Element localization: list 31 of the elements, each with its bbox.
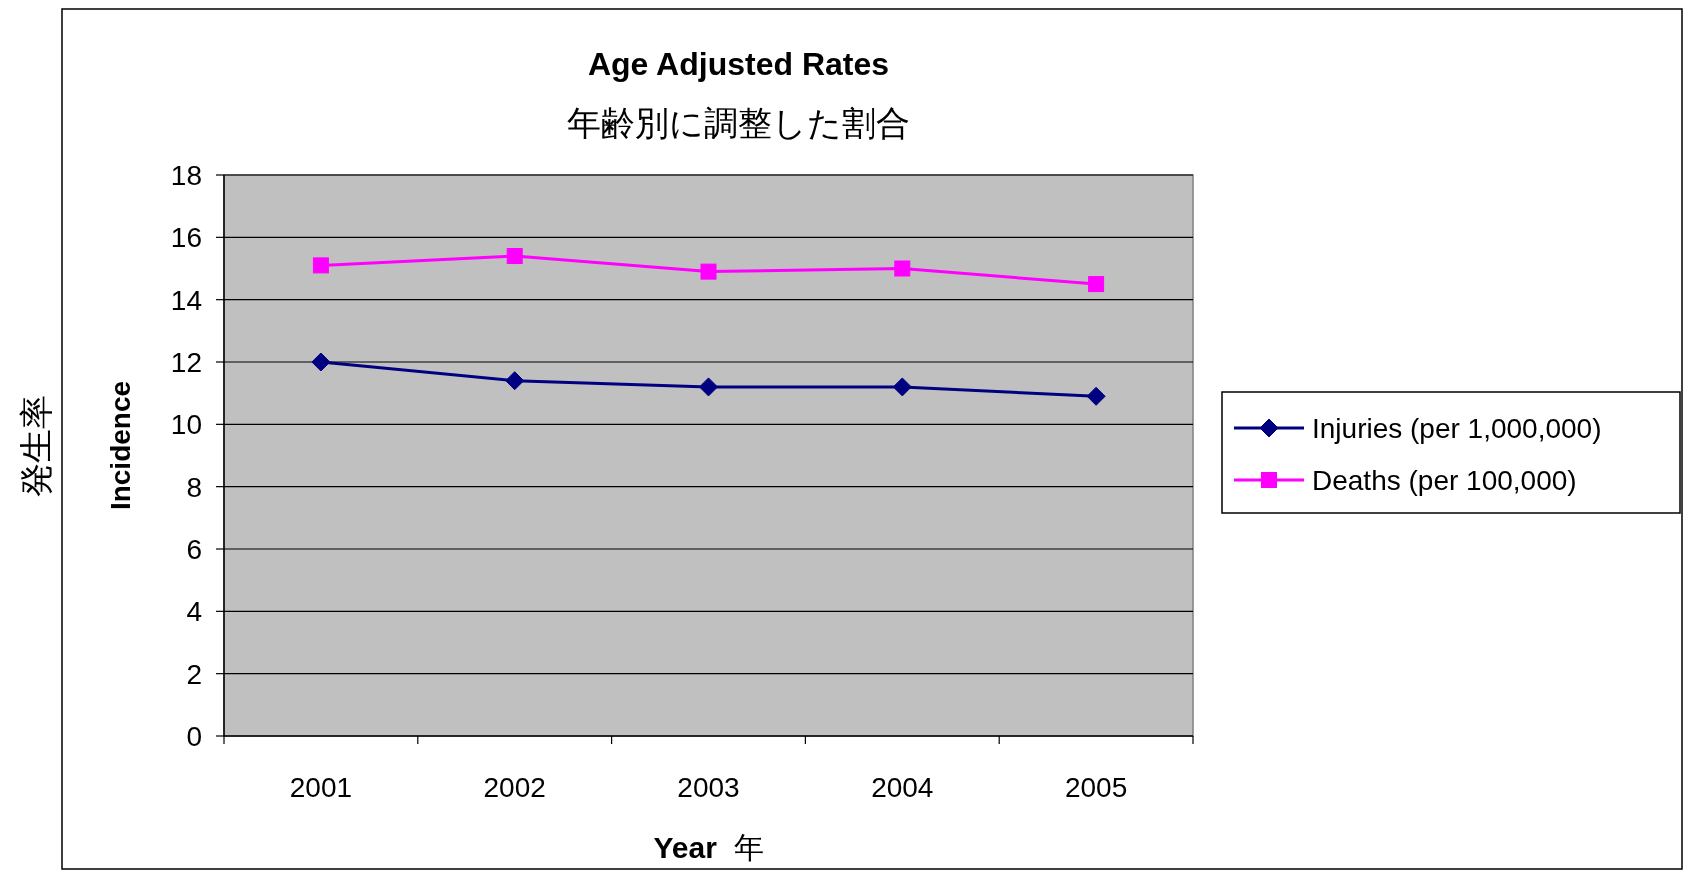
legend-label: Deaths (per 100,000) [1312, 465, 1577, 496]
y-tick-label: 12 [170, 347, 202, 378]
point [1088, 276, 1105, 293]
x-tick-label: 2001 [289, 772, 353, 803]
point [506, 248, 523, 265]
point [892, 377, 912, 397]
y-tick-label: 2 [186, 658, 202, 690]
y-tick-label: 6 [186, 534, 202, 565]
chart-title: Age Adjusted Rates [587, 46, 890, 82]
y-tick-label: 0 [186, 721, 202, 752]
y-tick-label: 14 [170, 284, 202, 316]
x-axis-title: Year 年 [653, 831, 764, 864]
x-tick-label: 2004 [871, 772, 934, 803]
point [505, 371, 525, 391]
point [894, 260, 911, 277]
y-tick-label: 18 [170, 160, 202, 191]
y-tick-label: 4 [186, 596, 202, 628]
y-tick-label: 10 [170, 409, 202, 441]
x-tick-label: 2003 [677, 772, 740, 803]
y-tick-label: 8 [186, 471, 202, 503]
y-tick-label: 16 [170, 222, 202, 254]
point [1086, 386, 1106, 406]
point [700, 263, 717, 280]
point [312, 257, 329, 274]
x-tick-label: 2005 [1064, 772, 1128, 803]
text: Incidence 発生率 [17, 380, 136, 511]
point [699, 377, 718, 397]
x-tick-label: 2002 [483, 772, 546, 803]
chart-subtitle: 年齢別に調整した割合 [567, 104, 910, 142]
legend-label: Injuries (per 1,000,000) [1312, 413, 1602, 444]
point [311, 352, 331, 372]
